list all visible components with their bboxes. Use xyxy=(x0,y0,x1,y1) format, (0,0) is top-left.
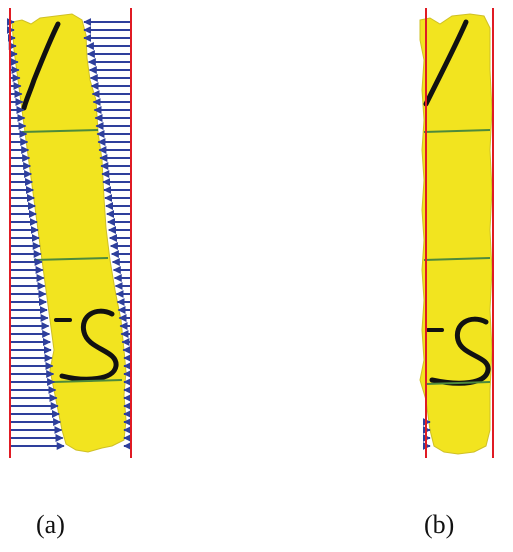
guide-line-2 xyxy=(33,257,109,261)
guide-line-1 xyxy=(423,129,491,133)
panel-a xyxy=(6,8,132,458)
guide-line-3 xyxy=(53,379,123,383)
guide-line-1 xyxy=(21,129,99,133)
guide-line-3 xyxy=(425,381,491,385)
ink-stroke-top xyxy=(423,19,469,107)
panel-a-caption: (a) xyxy=(36,510,65,539)
arrow-field xyxy=(6,18,132,450)
tape-strip xyxy=(419,13,493,455)
tape-strip xyxy=(11,13,127,453)
ink-stroke-top xyxy=(21,21,61,111)
ink-stroke-s xyxy=(59,308,119,382)
panel-b xyxy=(419,8,494,458)
panel-b-caption: (b) xyxy=(424,510,455,539)
guide-line-2 xyxy=(423,257,491,261)
